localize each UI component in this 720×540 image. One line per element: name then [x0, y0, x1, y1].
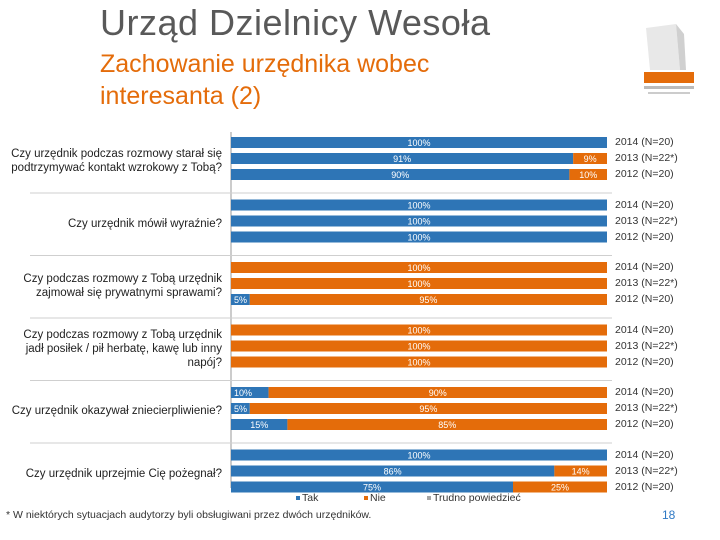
- legend-swatch: [296, 496, 300, 500]
- question-label: Czy urzędnik mówił wyraźnie?: [67, 217, 222, 230]
- data-label: 100%: [407, 326, 430, 336]
- data-label: 86%: [384, 467, 402, 477]
- data-label: 10%: [234, 388, 252, 398]
- data-label: 100%: [407, 263, 430, 273]
- data-label: 75%: [363, 483, 381, 493]
- data-label: 95%: [419, 404, 437, 414]
- year-label: 2014 (N=20): [615, 198, 674, 211]
- bar-segment-tak: [231, 294, 250, 305]
- bar-segment-tak: [231, 419, 288, 430]
- year-label: 2014 (N=20): [615, 136, 674, 148]
- bar-segment-nie: [231, 340, 607, 352]
- data-label: 90%: [429, 388, 447, 398]
- data-label: 91%: [393, 154, 411, 164]
- bar-segment-tak: [231, 169, 570, 180]
- year-label: 2013 (N=22*): [615, 214, 678, 227]
- year-label: 2013 (N=22*): [615, 339, 678, 352]
- data-label: 100%: [407, 233, 430, 243]
- bar-segment-nie: [268, 387, 607, 398]
- legend-label: Nie: [370, 492, 386, 504]
- legend-swatch: [427, 496, 431, 500]
- bar-segment-tak: [231, 137, 607, 148]
- year-label: 2012 (N=20): [615, 480, 674, 493]
- question-label: Czy urzędnik okazywał zniecierpliwienie?: [11, 405, 222, 417]
- year-label: 2014 (N=20): [615, 323, 674, 336]
- year-label: 2012 (N=20): [615, 168, 674, 180]
- bar-segment-nie: [231, 324, 607, 336]
- data-label: 90%: [391, 170, 409, 180]
- page-subtitle: Zachowanie urzędnika wobec interesanta (…: [100, 50, 430, 110]
- year-label: 2014 (N=20): [615, 448, 674, 461]
- bar-segment-tak: [231, 465, 555, 477]
- bar-segment-tak: [231, 231, 607, 243]
- data-label: 100%: [407, 358, 430, 368]
- question-label: Czy urzędnik uprzejmie Cię pożegnał?: [25, 467, 222, 480]
- data-label: 5%: [234, 404, 247, 414]
- bar-segment-nie: [287, 419, 607, 430]
- data-label: 100%: [407, 342, 430, 352]
- legend-label: Tak: [302, 492, 319, 504]
- year-label: 2012 (N=20): [615, 230, 674, 243]
- bar-segment-nie: [513, 481, 607, 493]
- question-label: Czy podczas rozmowy z Tobą urzędnik jadł…: [23, 328, 222, 369]
- legend-label: Trudno powiedzieć: [433, 492, 521, 504]
- page-title: Urząd Dzielnicy Wesoła: [100, 2, 491, 43]
- data-label: 9%: [584, 154, 597, 164]
- data-label: 85%: [438, 420, 456, 430]
- bar-segment-tak: [231, 481, 513, 493]
- year-label: 2014 (N=20): [615, 386, 674, 398]
- legend-swatch: [364, 496, 368, 500]
- data-label: 100%: [407, 138, 430, 148]
- data-label: 14%: [572, 467, 590, 477]
- year-label: 2013 (N=22*): [615, 277, 678, 289]
- question-label: Czy urzędnik podczas rozmowy starał się …: [11, 148, 222, 174]
- year-label: 2013 (N=22*): [615, 152, 678, 164]
- bar-segment-nie: [249, 294, 608, 305]
- footnote: * W niektórych sytuacjach audytorzy byli…: [6, 509, 372, 521]
- year-label: 2012 (N=20): [615, 418, 674, 430]
- page-number: 18: [662, 508, 676, 522]
- data-label: 100%: [407, 279, 430, 289]
- data-label: 100%: [407, 451, 430, 461]
- year-label: 2012 (N=20): [615, 293, 674, 305]
- year-label: 2013 (N=22*): [615, 402, 678, 414]
- bar-segment-nie: [573, 153, 607, 164]
- data-label: 5%: [234, 295, 247, 305]
- bar-segment-nie: [249, 403, 608, 414]
- data-label: 100%: [407, 201, 430, 211]
- year-label: 2012 (N=20): [615, 355, 674, 368]
- bar-segment-tak: [231, 403, 250, 414]
- bar-segment-tak: [231, 387, 269, 398]
- bar-segment-nie: [231, 356, 607, 368]
- question-label: Czy podczas rozmowy z Tobą urzędnik zajm…: [23, 273, 222, 299]
- data-label: 10%: [579, 170, 597, 180]
- bar-segment-nie: [554, 465, 607, 477]
- bar-segment-tak: [231, 449, 607, 461]
- bar-segment-nie: [569, 169, 607, 180]
- data-label: 95%: [419, 295, 437, 305]
- data-label: 15%: [250, 420, 268, 430]
- bar-segment-tak: [231, 199, 607, 211]
- bar-segment-nie: [231, 278, 607, 289]
- data-label: 25%: [551, 483, 569, 493]
- year-label: 2013 (N=22*): [615, 464, 678, 477]
- arc-logo: [644, 24, 694, 94]
- bar-segment-nie: [231, 262, 607, 273]
- bar-segment-tak: [231, 153, 574, 164]
- data-label: 100%: [407, 217, 430, 227]
- year-label: 2014 (N=20): [615, 261, 674, 273]
- bar-segment-tak: [231, 215, 607, 227]
